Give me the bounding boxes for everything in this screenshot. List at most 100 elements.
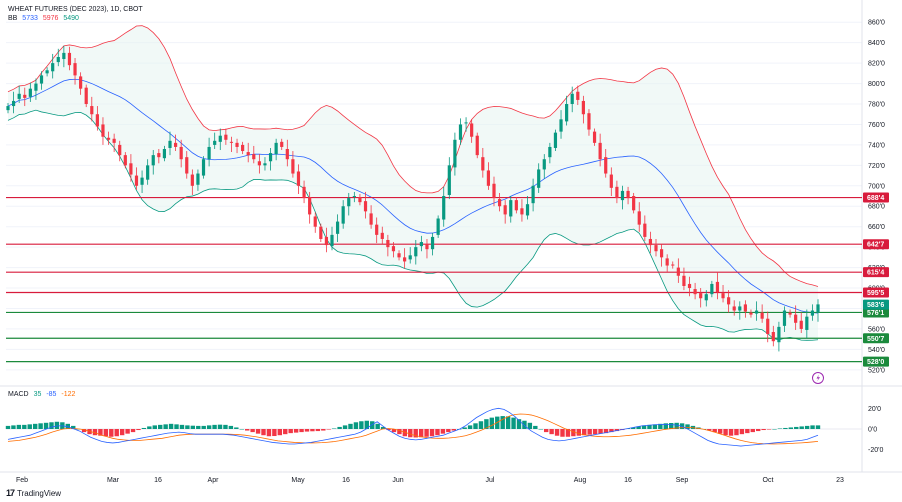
candle-body: [6, 106, 10, 111]
candle-body: [497, 199, 502, 207]
candle-body: [760, 312, 764, 319]
tradingview-brand: 17 TradingView: [6, 488, 61, 498]
level-tag-label: 528'0: [867, 359, 884, 366]
candle-body: [185, 157, 189, 174]
macd-histogram-bar: [125, 429, 130, 434]
macd-histogram-bar: [685, 424, 690, 429]
macd-histogram-bar: [54, 421, 60, 429]
candle-body: [659, 249, 664, 258]
candle-body: [17, 93, 21, 99]
macd-histogram-bar: [130, 429, 136, 433]
candle-body: [788, 312, 792, 315]
macd-histogram-bar: [239, 429, 244, 430]
macd-histogram-bar: [603, 429, 609, 434]
candle-body: [280, 141, 284, 147]
y-tick-label: 780'0: [868, 102, 885, 109]
candle-body: [268, 153, 273, 162]
macd-histogram-bar: [804, 425, 810, 429]
x-tick-label: Jul: [486, 477, 495, 484]
bb-basis-value: 5733: [22, 15, 38, 22]
candle-body: [520, 208, 524, 215]
candle-body: [553, 132, 558, 148]
macd-label: MACD: [8, 391, 29, 398]
level-tag-label: 550'7: [867, 336, 884, 343]
candle-body: [509, 200, 513, 217]
candle-body: [319, 226, 323, 239]
macd-histogram-bar: [663, 423, 668, 429]
candle-body: [51, 63, 55, 72]
time-axis[interactable]: Feb Mar 16 Apr May 16 Jun Jul Aug 16 Sep Oct 23: [16, 477, 844, 484]
y-tick-label: 740'0: [868, 142, 885, 149]
candle-body: [687, 283, 692, 289]
candle-body: [252, 154, 256, 160]
macd-histogram-bar: [370, 421, 375, 429]
candle-body: [419, 242, 423, 247]
macd-histogram-bar: [484, 419, 489, 429]
level-tag: [863, 267, 889, 278]
symbol-title: WHEAT FUTURES (DEC 2023), 1D, CBOT: [8, 6, 143, 13]
candle-body: [470, 123, 474, 137]
candle-body: [67, 52, 72, 66]
candle-body: [79, 76, 83, 89]
alert-icon[interactable]: [812, 372, 824, 384]
candle-body: [201, 159, 206, 176]
macd-legend: MACD 35 -85 -122: [8, 391, 78, 398]
macd-histogram-bar: [158, 424, 163, 429]
candle-body: [525, 204, 530, 216]
x-tick-label: 16: [342, 477, 350, 484]
y-tick-label: 820'0: [868, 61, 885, 68]
candle-body: [347, 198, 351, 207]
x-tick-label: Oct: [763, 477, 774, 484]
macd-histogram-bar: [179, 424, 185, 429]
macd-histogram-bar: [266, 429, 272, 437]
macd-histogram-bar: [304, 429, 310, 432]
macd-histogram-bar: [348, 423, 353, 429]
candle-body: [559, 119, 563, 132]
macd-histogram-bar: [353, 422, 359, 429]
candle-body: [581, 100, 585, 115]
macd-histogram-bar: [359, 421, 364, 429]
candle-body: [743, 304, 747, 312]
macd-histogram-bar: [342, 425, 348, 429]
macd-histogram-bar: [5, 425, 11, 429]
y-tick-label: 540'0: [868, 347, 885, 354]
macd-histogram-bar: [244, 429, 250, 431]
candle-body: [369, 213, 373, 225]
candle-body: [11, 100, 16, 107]
candle-body: [425, 244, 429, 250]
candle-body: [710, 283, 714, 295]
candle-body: [576, 91, 580, 100]
candle-body: [492, 183, 496, 199]
macd-histogram-bar: [141, 427, 147, 429]
macd-panel: [5, 407, 862, 447]
price-axis[interactable]: 860'0 840'0 820'0 800'0 780'0 760'0 740'0 720'0…: [868, 20, 885, 454]
macd-histogram-bar: [527, 422, 533, 429]
macd-histogram-bar: [500, 416, 505, 429]
candle-body: [565, 104, 569, 122]
macd-histogram-bar: [630, 427, 636, 429]
macd-histogram-bar: [516, 419, 522, 429]
candle-body: [699, 293, 703, 299]
candle-body: [324, 236, 329, 246]
macd-histogram-bar: [636, 426, 641, 429]
level-tag: [863, 239, 889, 250]
macd-histogram-bar: [299, 429, 304, 433]
candle-body: [296, 171, 301, 186]
macd-histogram-bar: [223, 424, 228, 429]
level-tag: [863, 287, 889, 298]
candle-body: [168, 140, 172, 148]
macd-histogram-bar: [174, 424, 179, 429]
brand-name: TradingView: [17, 488, 62, 498]
candle-body: [531, 185, 535, 204]
candle-body: [375, 224, 379, 235]
candle-body: [106, 137, 111, 140]
macd-histogram-bar: [337, 426, 342, 429]
candle-body: [341, 206, 345, 224]
candle-body: [28, 88, 32, 97]
macd-tick-label: -20'0: [868, 447, 883, 454]
candle-body: [598, 142, 602, 160]
candle-body: [140, 177, 144, 185]
macd-histogram-bar: [451, 429, 456, 431]
bb-lower-value: 5490: [63, 15, 79, 22]
